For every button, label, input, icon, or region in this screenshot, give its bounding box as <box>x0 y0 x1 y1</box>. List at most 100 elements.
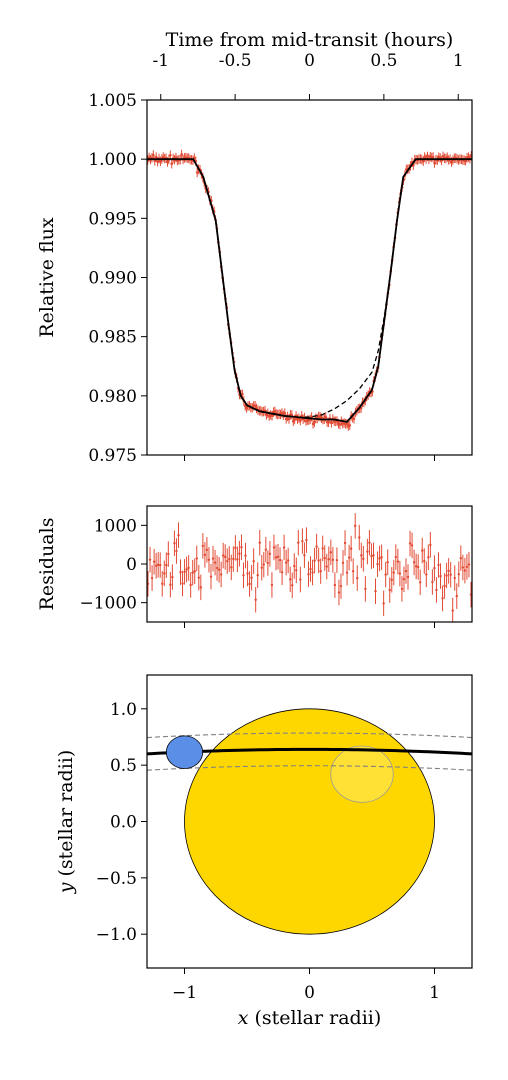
residual-point <box>325 565 328 568</box>
residual-point <box>211 557 215 560</box>
residual-point <box>398 572 402 575</box>
residual-point <box>386 561 389 564</box>
flux-data-point <box>195 171 199 174</box>
residual-point <box>293 564 296 568</box>
residual-point <box>165 563 168 567</box>
residual-point <box>372 554 375 557</box>
residual-point <box>260 566 263 569</box>
residual-point <box>280 571 284 574</box>
flux-ytick-label: 0.985 <box>88 328 137 348</box>
residual-point <box>384 573 387 576</box>
residuals-frame <box>146 505 473 623</box>
residual-point <box>457 572 460 576</box>
flux-data-point <box>245 406 248 410</box>
residual-point <box>364 587 367 591</box>
residual-point <box>217 568 221 571</box>
flux-data-point <box>431 155 435 159</box>
flux-data-point <box>284 417 288 421</box>
residual-point <box>289 578 292 581</box>
residual-point <box>366 550 369 553</box>
residual-point <box>246 572 249 575</box>
residual-point <box>181 582 184 585</box>
residual-point <box>406 575 410 579</box>
residual-point <box>354 524 357 528</box>
residual-point <box>429 543 432 547</box>
flux-data-point <box>280 411 284 415</box>
residual-point <box>382 602 385 605</box>
residual-point <box>388 588 391 592</box>
residual-point <box>197 576 200 579</box>
residual-point <box>453 576 456 580</box>
residual-point <box>416 565 420 569</box>
time-axis-title: Time from mid-transit (hours) <box>166 29 454 51</box>
time-top-xtick-label: -1 <box>152 51 169 71</box>
residual-point <box>343 541 347 545</box>
light-curve-frame <box>146 99 473 456</box>
residual-point <box>378 557 381 560</box>
flux-data-point <box>330 421 333 425</box>
residual-point <box>412 561 416 564</box>
residual-point <box>207 558 211 561</box>
residual-point <box>447 569 450 573</box>
residual-point <box>274 556 278 559</box>
residual-point <box>305 538 308 542</box>
residual-point <box>345 571 349 574</box>
residual-point <box>441 597 444 600</box>
residual-point <box>185 568 188 571</box>
residual-point <box>183 570 186 574</box>
residual-point <box>347 556 351 559</box>
flux-data-point <box>293 418 296 421</box>
sky-x-axis-variable: x <box>238 1007 249 1029</box>
residual-point <box>451 609 454 612</box>
flux-data-point <box>299 419 302 422</box>
flux-data-point <box>156 160 159 163</box>
residual-point <box>329 551 333 554</box>
residual-point <box>360 554 363 557</box>
residual-point <box>351 569 355 573</box>
residual-point <box>423 559 426 563</box>
residual-point <box>248 582 251 586</box>
flux-data-point <box>243 404 247 408</box>
flux-ytick-label: 0.975 <box>88 446 137 466</box>
residual-point <box>400 587 404 591</box>
residual-point <box>321 547 324 550</box>
residuals-plot-area <box>147 513 472 622</box>
residual-point <box>313 559 316 562</box>
residual-point <box>317 559 320 562</box>
residual-point <box>256 573 259 577</box>
residual-point <box>419 581 422 584</box>
sky-ytick-label: 0.0 <box>110 813 137 833</box>
flux-data-point <box>287 417 291 421</box>
flux-data-point <box>464 159 467 163</box>
flux-data-point <box>154 155 158 159</box>
flux-data-point <box>290 413 294 417</box>
residual-point <box>467 563 471 566</box>
residual-point <box>445 574 448 577</box>
sky-ytick-label: −1.0 <box>96 925 137 945</box>
residual-point <box>394 555 398 559</box>
sky-ytick-label: 0.5 <box>110 756 137 776</box>
residual-point <box>370 554 373 558</box>
residual-point <box>156 563 160 566</box>
residual-point <box>376 562 379 566</box>
residual-point <box>331 558 335 562</box>
time-top-xtick-label: -0.5 <box>219 51 252 71</box>
flux-data-point <box>345 422 349 426</box>
starspot <box>330 745 394 803</box>
light-curve-plot-area <box>147 149 472 431</box>
residual-point <box>270 583 274 587</box>
sky-ytick-label: −0.5 <box>96 869 137 889</box>
residual-point <box>431 580 434 584</box>
residual-point <box>380 556 383 559</box>
time-top-xtick-label: 0.5 <box>370 51 397 71</box>
residual-point <box>195 557 198 560</box>
residual-point <box>203 553 207 557</box>
residual-point <box>278 558 282 562</box>
residual-point <box>179 570 182 574</box>
residual-point <box>463 569 467 572</box>
sky-x-axis-unit: (stellar radii) <box>248 1007 381 1029</box>
residual-point <box>193 570 196 573</box>
flux-data-point <box>348 423 352 427</box>
flux-ytick-label: 0.980 <box>88 387 137 407</box>
residual-point <box>173 542 176 545</box>
